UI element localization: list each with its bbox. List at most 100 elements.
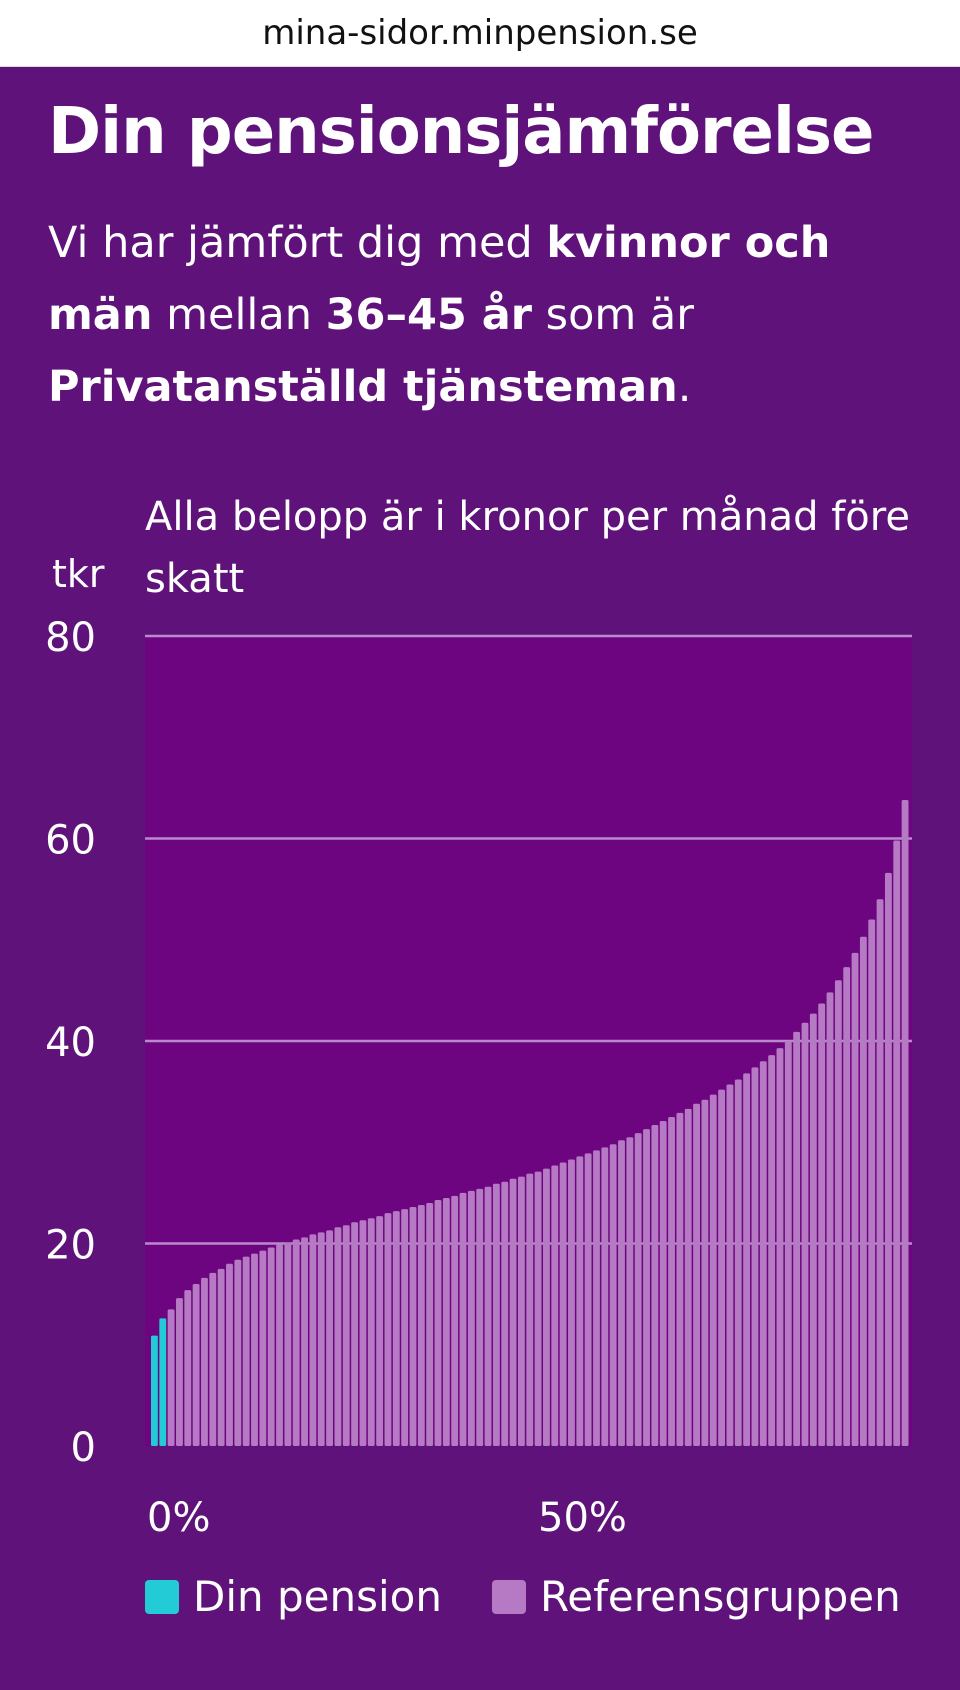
- bar-reference: [292, 1239, 300, 1446]
- bar-reference: [693, 1103, 700, 1446]
- bar-reference: [843, 967, 851, 1446]
- bar-reference: [376, 1216, 384, 1446]
- bar-reference: [576, 1156, 584, 1446]
- intro-part-3: som är: [532, 290, 694, 341]
- bar-reference: [684, 1108, 692, 1446]
- bar-reference: [384, 1213, 392, 1446]
- bar-reference: [868, 919, 876, 1446]
- bar-reference: [517, 1176, 525, 1446]
- bar-reference: [234, 1259, 242, 1446]
- intro-part-2: mellan: [152, 290, 326, 341]
- bar-reference: [192, 1284, 200, 1446]
- y-tick-label: 0: [71, 1425, 96, 1471]
- bar-reference: [351, 1222, 359, 1446]
- bar-reference: [392, 1211, 400, 1446]
- bar-reference: [409, 1207, 417, 1446]
- intro-part-1: Vi har jämfört dig med: [48, 218, 547, 269]
- bar-reference: [317, 1232, 325, 1446]
- bar-reference: [851, 952, 859, 1446]
- bar-reference: [301, 1237, 308, 1446]
- y-axis-unit-label: tkr: [52, 552, 105, 596]
- bar-reference: [676, 1112, 684, 1446]
- bar-reference: [176, 1298, 183, 1446]
- bar-reference: [442, 1197, 450, 1446]
- bar-reference: [659, 1120, 667, 1446]
- bar-reference: [501, 1181, 509, 1446]
- bar-reference: [226, 1263, 233, 1446]
- main-content: Din pensionsjämförelse Vi har jämfört di…: [0, 67, 960, 423]
- bar-reference: [509, 1178, 517, 1446]
- bar-reference: [776, 1048, 784, 1446]
- legend-swatch-reference: [491, 1579, 526, 1614]
- bar-reference: [826, 992, 834, 1446]
- bar-reference: [743, 1073, 751, 1446]
- bar-reference: [751, 1067, 759, 1446]
- bar-reference: [651, 1125, 659, 1446]
- bar-reference: [559, 1162, 567, 1446]
- bar-reference: [709, 1094, 717, 1446]
- y-tick-label: 80: [45, 615, 96, 661]
- chart-subtitle-line-2: skatt: [145, 556, 244, 602]
- page-title: Din pensionsjämförelse: [48, 95, 874, 169]
- intro-text: Vi har jämfört dig med kvinnor och män m…: [48, 207, 908, 423]
- bar-own-pension: [151, 1335, 158, 1446]
- bar-reference: [401, 1209, 409, 1446]
- bar-own-pension: [159, 1318, 167, 1446]
- bar-reference: [701, 1099, 709, 1446]
- bar-reference: [492, 1183, 500, 1446]
- bar-reference: [217, 1268, 225, 1446]
- bar-reference: [793, 1031, 801, 1446]
- bar-reference: [326, 1230, 333, 1446]
- bar-reference: [859, 936, 867, 1446]
- bar-reference: [426, 1203, 434, 1446]
- chart-legend: Din pension Referensgruppen: [145, 1572, 951, 1621]
- bar-reference: [201, 1277, 208, 1446]
- bar-reference: [459, 1192, 467, 1446]
- bar-reference: [242, 1256, 250, 1446]
- bar-reference: [267, 1247, 275, 1446]
- browser-url-bar[interactable]: mina-sidor.minpension.se: [0, 0, 960, 67]
- url-text: mina-sidor.minpension.se: [262, 13, 698, 53]
- bar-reference: [601, 1147, 609, 1446]
- bar-reference: [467, 1190, 475, 1446]
- bar-reference: [593, 1150, 600, 1446]
- bar-reference: [209, 1272, 217, 1446]
- bar-reference: [834, 980, 842, 1446]
- bar-reference: [167, 1309, 175, 1446]
- bar-reference: [259, 1250, 267, 1446]
- bar-reference: [668, 1116, 675, 1446]
- intro-occupation: Privatanställd tjänsteman: [48, 362, 678, 413]
- legend-label-reference: Referensgruppen: [539, 1572, 901, 1621]
- bar-reference: [884, 872, 892, 1446]
- bar-reference: [184, 1290, 192, 1446]
- y-tick-label: 20: [45, 1223, 96, 1269]
- bar-reference: [584, 1153, 592, 1446]
- bar-reference: [801, 1022, 809, 1446]
- y-tick-label: 40: [45, 1020, 96, 1066]
- bar-reference: [334, 1227, 342, 1446]
- bar-reference: [451, 1195, 459, 1446]
- bar-reference: [276, 1244, 283, 1446]
- bar-reference: [568, 1159, 575, 1446]
- bar-reference: [809, 1013, 817, 1446]
- bar-reference: [543, 1168, 550, 1446]
- legend-item-own: Din pension: [145, 1572, 442, 1621]
- x-tick-label: 0%: [147, 1495, 210, 1541]
- x-tick-label: 50%: [538, 1495, 627, 1541]
- bar-reference: [784, 1041, 792, 1446]
- bar-reference: [618, 1140, 625, 1446]
- bar-reference: [634, 1133, 642, 1446]
- legend-item-reference: Referensgruppen: [491, 1572, 901, 1621]
- bar-reference: [284, 1242, 292, 1446]
- intro-group: kvinnor och män: [48, 218, 831, 341]
- bar-reference: [876, 899, 884, 1446]
- legend-swatch-own: [145, 1579, 179, 1614]
- legend-label-own: Din pension: [193, 1572, 442, 1621]
- bar-reference: [484, 1186, 492, 1446]
- bar-reference: [251, 1253, 258, 1446]
- bar-reference: [893, 840, 901, 1446]
- bar-reference: [342, 1225, 350, 1446]
- bar-reference: [551, 1165, 559, 1446]
- bar-reference: [476, 1188, 484, 1446]
